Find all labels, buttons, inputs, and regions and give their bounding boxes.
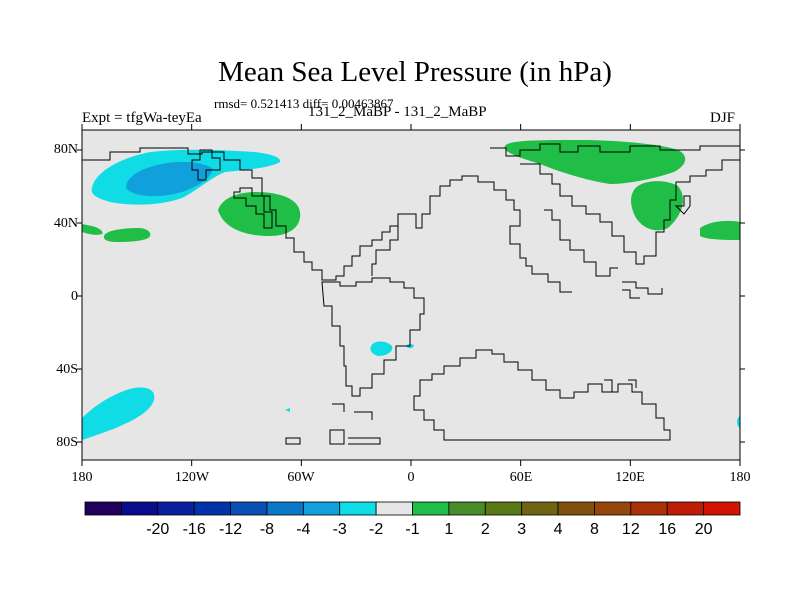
colorbar-swatch-9 xyxy=(412,501,450,516)
colorbar-swatch-15 xyxy=(630,501,668,516)
colorbar-swatch-8 xyxy=(375,501,413,516)
coastline-china-interior xyxy=(544,209,618,277)
coastline-africa-europe xyxy=(410,175,572,293)
coastline-arctic-west xyxy=(191,149,221,181)
colorbar-swatch-6 xyxy=(302,501,341,516)
colorbar-label-8: 1 xyxy=(444,521,453,538)
north-pacific-low-inner xyxy=(126,161,213,197)
dateline-west-high xyxy=(82,224,103,235)
southern-ocean-low-small xyxy=(285,408,290,412)
axis-ticks xyxy=(77,124,745,466)
lat-label-80n: 80N xyxy=(54,142,78,157)
colorbar-swatch-3 xyxy=(193,501,231,516)
colorbar-label-9: 2 xyxy=(481,521,490,538)
colorbar-swatch-7 xyxy=(339,501,377,516)
coastline-arctic-islands xyxy=(490,143,740,157)
colorbar-label-12: 8 xyxy=(590,521,599,538)
lon-label-0: 0 xyxy=(408,470,415,485)
arctic-high xyxy=(504,140,686,184)
lon-label-120e: 120E xyxy=(615,470,645,485)
colorbar-label-2: -12 xyxy=(219,521,242,538)
colorbar-swatch-0 xyxy=(84,501,122,516)
coastline-north-america xyxy=(82,147,410,281)
coastline-south-islands xyxy=(604,379,637,392)
colorbar-swatch-2 xyxy=(157,501,195,516)
colorbar: -20 -16 -12 -8 -4 -3 -2 -1 1 2 3 4 8 12 16 20 xyxy=(84,501,741,538)
coastline-indonesia xyxy=(622,281,663,299)
colorbar-swatch-5 xyxy=(266,501,304,516)
colorbar-label-15: 20 xyxy=(695,521,713,538)
colorbar-swatch-11 xyxy=(484,501,523,516)
colorbar-label-13: 12 xyxy=(622,521,640,538)
colorbar-label-6: -2 xyxy=(369,521,383,538)
colorbar-label-1: -16 xyxy=(183,521,206,538)
colorbar-label-5: -3 xyxy=(333,521,347,538)
colorbar-label-0: -20 xyxy=(146,521,169,538)
coastline-west-africa xyxy=(371,226,399,276)
coastline-hudson-bay xyxy=(233,187,273,229)
colorbar-label-4: -4 xyxy=(296,521,310,538)
lon-label-60e: 60E xyxy=(510,470,533,485)
lat-label-80s: 80S xyxy=(56,435,78,450)
stats-label: rmsd= 0.521413 diff= 0.00463867 xyxy=(214,96,394,111)
lon-label-60w: 60W xyxy=(287,470,315,485)
lat-label-40s: 40S xyxy=(56,362,78,377)
run-comparison-label: 131_2_MaBP - 131_2_MaBP xyxy=(308,104,487,120)
anomaly-shading xyxy=(82,140,740,440)
south-atlantic-low xyxy=(370,341,393,356)
experiment-label: Expt = tfgWa-teyEa xyxy=(82,110,202,126)
colorbar-swatch-12 xyxy=(521,501,559,516)
coastlines xyxy=(82,143,740,445)
dateline-south-low xyxy=(737,416,740,428)
colorbar-label-3: -8 xyxy=(260,521,274,538)
dateline-east-high xyxy=(700,220,740,240)
lon-label-120w: 120W xyxy=(175,470,210,485)
lat-label-0: 0 xyxy=(71,289,78,304)
lat-label-40n: 40N xyxy=(54,216,78,231)
coastline-antarctic-peninsula xyxy=(285,403,381,445)
coastline-southern-ocean-continent xyxy=(413,349,671,441)
colorbar-swatch-17 xyxy=(703,501,741,516)
map-title: Mean Sea Level Pressure (in hPa) xyxy=(218,56,612,88)
coastline-south-america xyxy=(321,277,425,397)
colorbar-swatch-4 xyxy=(230,501,268,516)
coastline-asia-east xyxy=(520,159,740,265)
southern-ocean-low xyxy=(82,387,155,440)
colorbar-swatch-13 xyxy=(557,501,595,516)
colorbar-swatch-16 xyxy=(666,501,705,516)
lon-label-180e: 180 xyxy=(730,470,751,485)
lon-label-180w: 180 xyxy=(72,470,93,485)
colorbar-swatch-1 xyxy=(120,501,159,516)
season-label: DJF xyxy=(710,110,736,126)
colorbar-swatch-14 xyxy=(594,501,632,516)
colorbar-label-10: 3 xyxy=(517,521,526,538)
colorbar-label-14: 16 xyxy=(658,521,676,538)
colorbar-label-7: -1 xyxy=(405,521,419,538)
colorbar-swatch-10 xyxy=(448,501,486,516)
colorbar-label-11: 4 xyxy=(554,521,563,538)
pacific-east-high xyxy=(103,228,151,242)
coastline-japan xyxy=(674,195,691,215)
